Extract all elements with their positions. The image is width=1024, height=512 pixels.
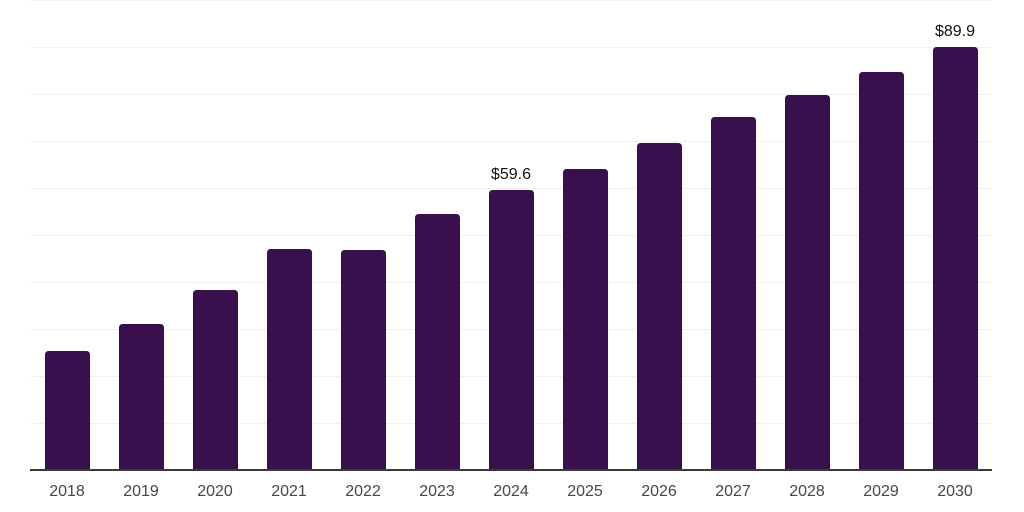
bar-2028 (785, 95, 830, 470)
bar-2024 (489, 190, 534, 470)
bar-2022 (341, 250, 386, 470)
gridline-80 (30, 94, 992, 95)
x-tick-label-2025: 2025 (567, 483, 603, 500)
plot-area: $59.6 $89.9 (30, 0, 992, 471)
bar-2027 (711, 117, 756, 470)
x-tick-label-2028: 2028 (789, 483, 825, 500)
data-label-2024: $59.6 (490, 166, 532, 183)
x-tick-label-2026: 2026 (641, 483, 677, 500)
x-tick-label-2022: 2022 (345, 483, 381, 500)
x-tick-label-2019: 2019 (123, 483, 159, 500)
x-tick-label-2027: 2027 (715, 483, 751, 500)
x-tick-label-2021: 2021 (271, 483, 307, 500)
bar-2026 (637, 143, 682, 470)
bar-2020 (193, 290, 238, 470)
x-axis-labels: 2018 2019 2020 2021 2022 2023 2024 2025 2026 2027… (30, 484, 992, 504)
x-tick-label-2020: 2020 (197, 483, 233, 500)
x-tick-label-2023: 2023 (419, 483, 455, 500)
bar-2019 (119, 324, 164, 470)
data-label-2030: $89.9 (934, 23, 976, 40)
bar-2029 (859, 72, 904, 470)
gridline-70 (30, 141, 992, 142)
bar-2025 (563, 169, 608, 470)
x-tick-label-2018: 2018 (49, 483, 85, 500)
x-tick-label-2024: 2024 (493, 483, 529, 500)
gridline-90 (30, 47, 992, 48)
gridline-60 (30, 188, 992, 189)
x-axis-line (30, 469, 992, 471)
bar-2018 (45, 351, 90, 470)
gridline-100 (30, 0, 992, 1)
x-tick-label-2029: 2029 (863, 483, 899, 500)
x-tick-label-2030: 2030 (937, 483, 973, 500)
bar-2030 (933, 47, 978, 470)
bar-2021 (267, 249, 312, 470)
bar-2023 (415, 214, 460, 470)
